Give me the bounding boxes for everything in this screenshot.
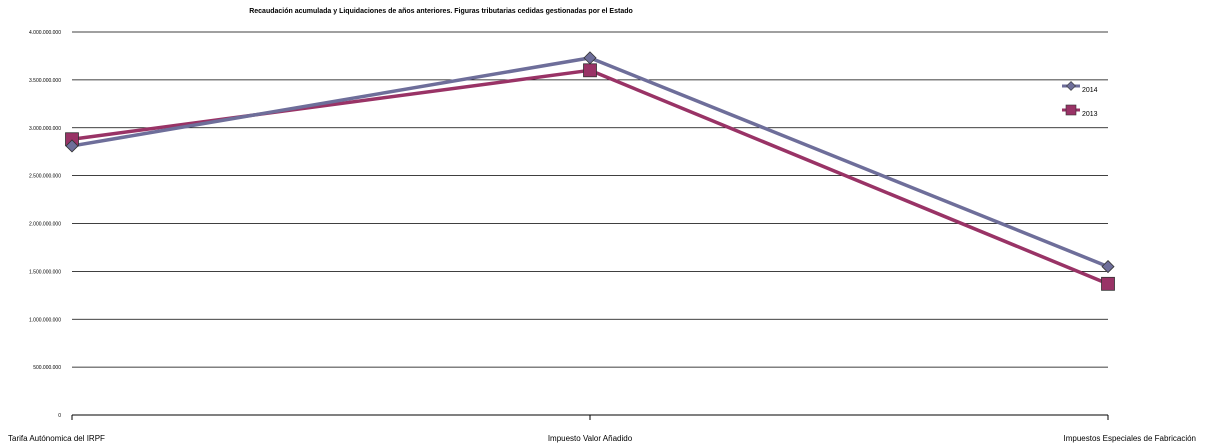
x-tick-label: Impuestos Especiales de Fabricación — [1063, 434, 1196, 443]
data-point-2014 — [65, 139, 79, 153]
data-point-2013 — [583, 63, 597, 78]
y-tick-label: 1.000.000.000 — [29, 317, 61, 323]
data-point-2014 — [1101, 260, 1115, 274]
y-tick-label: 2.000.000.000 — [29, 222, 61, 228]
legend-marker-2014 — [1066, 81, 1076, 91]
data-point-2014 — [583, 51, 597, 65]
series-group — [65, 51, 1115, 291]
x-tick-label: Impuesto Valor Añadido — [548, 434, 633, 443]
y-tick-label: 3.500.000.000 — [29, 78, 61, 84]
data-point-2013 — [1101, 276, 1115, 291]
y-tick-label: 500.000.000 — [33, 365, 61, 371]
y-axis-tick-labels: 0 500.000.000 1.000.000.000 1.500.000.000 2.… — [29, 30, 61, 419]
axes — [71, 414, 1109, 420]
x-axis-tick-labels: Tarifa Autónomica del IRPF Impuesto Valor… — [8, 434, 1196, 443]
legend-marker-2013 — [1065, 104, 1077, 116]
legend-label-2014: 2014 — [1082, 87, 1098, 94]
y-tick-label: 0 — [58, 413, 61, 419]
series-line-2014 — [71, 56, 1109, 269]
y-tick-label: 4.000.000.000 — [29, 30, 61, 36]
series-line-2013 — [71, 68, 1109, 286]
y-tick-label: 1.500.000.000 — [29, 269, 61, 275]
legend: 2014 2013 — [1062, 81, 1098, 118]
chart-title: Recaudación acumulada y Liquidaciones de… — [249, 8, 633, 15]
y-tick-label: 2.500.000.000 — [29, 174, 61, 180]
x-tick-label: Tarifa Autónomica del IRPF — [8, 434, 105, 443]
y-tick-label: 3.000.000.000 — [29, 126, 61, 132]
gridlines — [72, 31, 1108, 368]
legend-label-2013: 2013 — [1082, 111, 1098, 118]
